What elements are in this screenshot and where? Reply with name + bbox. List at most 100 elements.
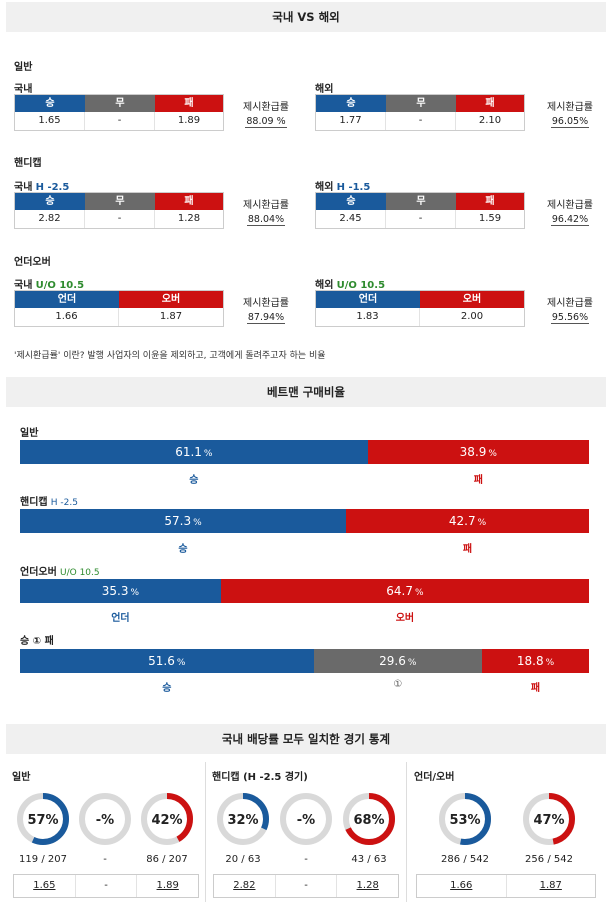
- match-header: 국내 VS 해외: [6, 2, 606, 32]
- donut-count: 86 / 207: [146, 854, 188, 865]
- odds-value: 1.66: [15, 308, 119, 326]
- col-under: 언더: [316, 291, 420, 308]
- payout-handicap-domestic: 제시환급률 88.04%: [236, 196, 296, 226]
- underover-line: U/O 10.5: [35, 280, 85, 291]
- donut-percent: -%: [297, 813, 315, 828]
- donut-track: [280, 793, 332, 845]
- bar-segment-over: 64.7%: [220, 579, 589, 603]
- donut-general-draw: -%: [79, 793, 131, 845]
- payout-value: 96.05%: [550, 116, 590, 128]
- bar-segment-win: 57.3%: [20, 509, 347, 533]
- donut-underover-over: 47%: [523, 793, 575, 845]
- odds-value: 1.65: [15, 112, 85, 130]
- donut-count: 286 / 542: [441, 854, 489, 865]
- odds-general-overseas-table: 승 무 패 1.77 - 2.10: [315, 94, 525, 131]
- betman-header: 베트맨 구매비율: [6, 377, 606, 407]
- bar-label-win: 승: [178, 544, 188, 555]
- donut-general-win: 57%: [17, 793, 69, 845]
- value-cell: -: [276, 875, 338, 897]
- payout-underover-overseas: 제시환급률 95.56%: [540, 294, 600, 324]
- bar-label-draw: ①: [393, 679, 403, 690]
- donut-percent: 53%: [449, 813, 480, 828]
- donut-percent: 57%: [27, 813, 58, 828]
- payout-value: 96.42%: [550, 214, 590, 226]
- stats-underover-values: 1.66 1.87: [416, 874, 596, 898]
- underover-line: U/O 10.5: [336, 280, 386, 291]
- payout-label: 제시환급률: [243, 102, 289, 113]
- col-win: 승: [15, 193, 85, 210]
- donut-percent: -%: [96, 813, 114, 828]
- donut-count: 20 / 63: [225, 854, 261, 865]
- odds-value: 2.45: [316, 210, 386, 228]
- odds-value: 1.83: [316, 308, 420, 326]
- odds-value: 1.89: [177, 115, 201, 126]
- bar-label-win: 승: [189, 475, 199, 486]
- underover-line: U/O 10.5: [60, 568, 100, 578]
- donut-arc: [141, 793, 193, 845]
- col-lose: 패: [456, 95, 524, 112]
- donut-handicap-lose: 68%: [343, 793, 395, 845]
- stats-handicap-values: 2.82 - 1.28: [213, 874, 399, 898]
- odds-general-domestic-name: 국내: [14, 84, 33, 95]
- odds-value: 2.00: [460, 311, 484, 322]
- value-cell[interactable]: 2.82: [214, 875, 276, 897]
- odds-underover-label: 언더오버: [14, 257, 51, 268]
- bar-label-win: 승: [162, 683, 172, 694]
- betman-wdl-bar: 51.6% 29.6% 18.8%: [20, 649, 589, 673]
- value-cell[interactable]: 1.87: [539, 880, 562, 891]
- divider: [406, 762, 407, 902]
- donut-percent: 47%: [533, 813, 564, 828]
- odds-underover-overseas-name: 해외 U/O 10.5: [315, 280, 386, 291]
- donut-handicap-win: 32%: [217, 793, 269, 845]
- stats-underover-label: 언더/오버: [414, 772, 455, 783]
- betman-underover-label: 언더오버 U/O 10.5: [20, 567, 100, 578]
- odds-handicap-domestic-table: 승 무 패 2.82 - 1.28: [14, 192, 224, 229]
- payout-handicap-overseas: 제시환급률 96.42%: [540, 196, 600, 226]
- betman-handicap-label: 핸디캡 H -2.5: [20, 497, 78, 508]
- donut-arc: [523, 793, 575, 845]
- payout-underover-domestic: 제시환급률 87.94%: [236, 294, 296, 324]
- stats-general-values: 1.65 - 1.89: [13, 874, 199, 898]
- col-win: 승: [316, 95, 386, 112]
- donut-arc: [343, 793, 395, 845]
- odds-underover-overseas-table: 언더 오버 1.83 2.00: [315, 290, 525, 327]
- bar-segment-lose: 42.7%: [346, 509, 589, 533]
- payout-general-domestic: 제시환급률 88.09 %: [236, 98, 296, 128]
- col-over: 오버: [119, 291, 223, 308]
- odds-value: -: [85, 210, 155, 228]
- stats-header: 국내 배당률 모두 일치한 경기 통계: [6, 724, 606, 754]
- donut-general-lose: 42%: [141, 793, 193, 845]
- payout-value: 88.09 %: [245, 116, 287, 128]
- donut-percent: 32%: [227, 813, 258, 828]
- bar-label-over: 오버: [395, 613, 415, 624]
- bar-segment-lose: 38.9%: [367, 440, 589, 464]
- col-lose: 패: [456, 193, 524, 210]
- value-cell[interactable]: 1.28: [356, 880, 379, 891]
- value-cell[interactable]: 1.65: [14, 875, 76, 897]
- col-under: 언더: [15, 291, 119, 308]
- odds-underover-domestic-name: 국내 U/O 10.5: [14, 280, 85, 291]
- col-draw: 무: [386, 193, 456, 210]
- odds-handicap-domestic-name: 국내 H -2.5: [14, 182, 70, 193]
- bar-label-under: 언더: [111, 613, 130, 624]
- betman-wdl-label: 승 ① 패: [20, 636, 54, 647]
- value-cell[interactable]: 1.66: [417, 875, 507, 897]
- handicap-line: H -1.5: [336, 182, 371, 193]
- odds-underover-domestic-table: 언더 오버 1.66 1.87: [14, 290, 224, 327]
- odds-general-label: 일반: [14, 62, 33, 73]
- odds-handicap-label: 핸디캡: [14, 158, 42, 169]
- col-over: 오버: [420, 291, 524, 308]
- odds-value: 2.82: [15, 210, 85, 228]
- donut-percent: 42%: [151, 813, 182, 828]
- value-cell[interactable]: 1.89: [156, 880, 179, 891]
- bar-label-lose: 패: [473, 475, 483, 486]
- donut-arc: [217, 793, 269, 845]
- col-lose: 패: [155, 193, 223, 210]
- betman-general-bar: 61.1% 38.9%: [20, 440, 589, 464]
- col-lose: 패: [155, 95, 223, 112]
- bar-segment-lose: 18.8%: [482, 649, 589, 673]
- payout-label: 제시환급률: [547, 200, 593, 211]
- donut-arc: [439, 793, 491, 845]
- col-draw: 무: [85, 95, 155, 112]
- betman-handicap-bar: 57.3% 42.7%: [20, 509, 589, 533]
